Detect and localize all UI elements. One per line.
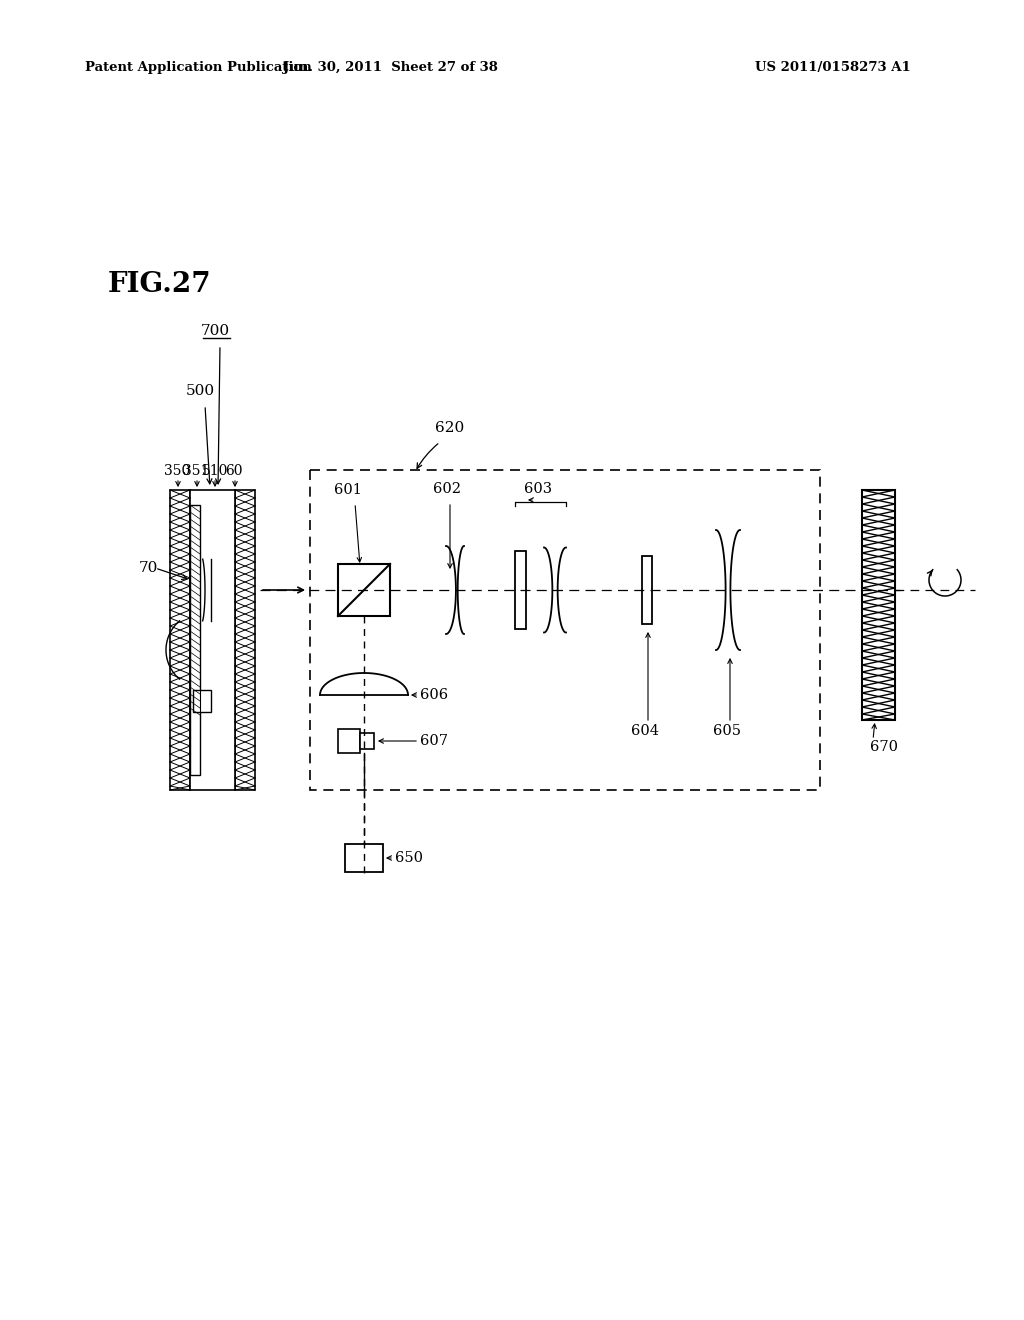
Text: 601: 601 (334, 483, 361, 498)
Bar (345, 843, 383, 873)
Text: 70: 70 (138, 561, 158, 576)
Text: US 2011/0158273 A1: US 2011/0158273 A1 (755, 62, 910, 74)
Bar (234, 490, 255, 789)
Text: 60: 60 (225, 465, 243, 478)
Text: FIG.27: FIG.27 (108, 272, 212, 298)
Text: 500: 500 (185, 384, 215, 399)
Text: 350: 350 (164, 465, 190, 478)
Bar (360, 733, 374, 748)
Bar (190, 506, 200, 775)
Bar (642, 556, 652, 624)
Text: 650: 650 (395, 851, 423, 865)
Bar (310, 470, 820, 789)
Bar (338, 564, 390, 616)
Text: 607: 607 (420, 734, 449, 748)
Text: 604: 604 (631, 723, 659, 738)
Text: 603: 603 (524, 482, 552, 496)
Bar (193, 690, 211, 711)
Bar (190, 490, 234, 789)
Text: 510: 510 (202, 465, 228, 478)
Bar (514, 550, 525, 630)
Text: 602: 602 (433, 482, 461, 496)
Text: 351: 351 (183, 465, 209, 478)
Text: Jun. 30, 2011  Sheet 27 of 38: Jun. 30, 2011 Sheet 27 of 38 (283, 62, 498, 74)
Text: 700: 700 (201, 323, 229, 338)
Bar (862, 490, 895, 719)
Text: 670: 670 (870, 741, 898, 754)
Bar (338, 729, 360, 752)
Text: 605: 605 (713, 723, 741, 738)
Text: 620: 620 (435, 421, 465, 436)
Text: 606: 606 (420, 688, 449, 702)
Bar (170, 490, 190, 789)
Text: Patent Application Publication: Patent Application Publication (85, 62, 311, 74)
